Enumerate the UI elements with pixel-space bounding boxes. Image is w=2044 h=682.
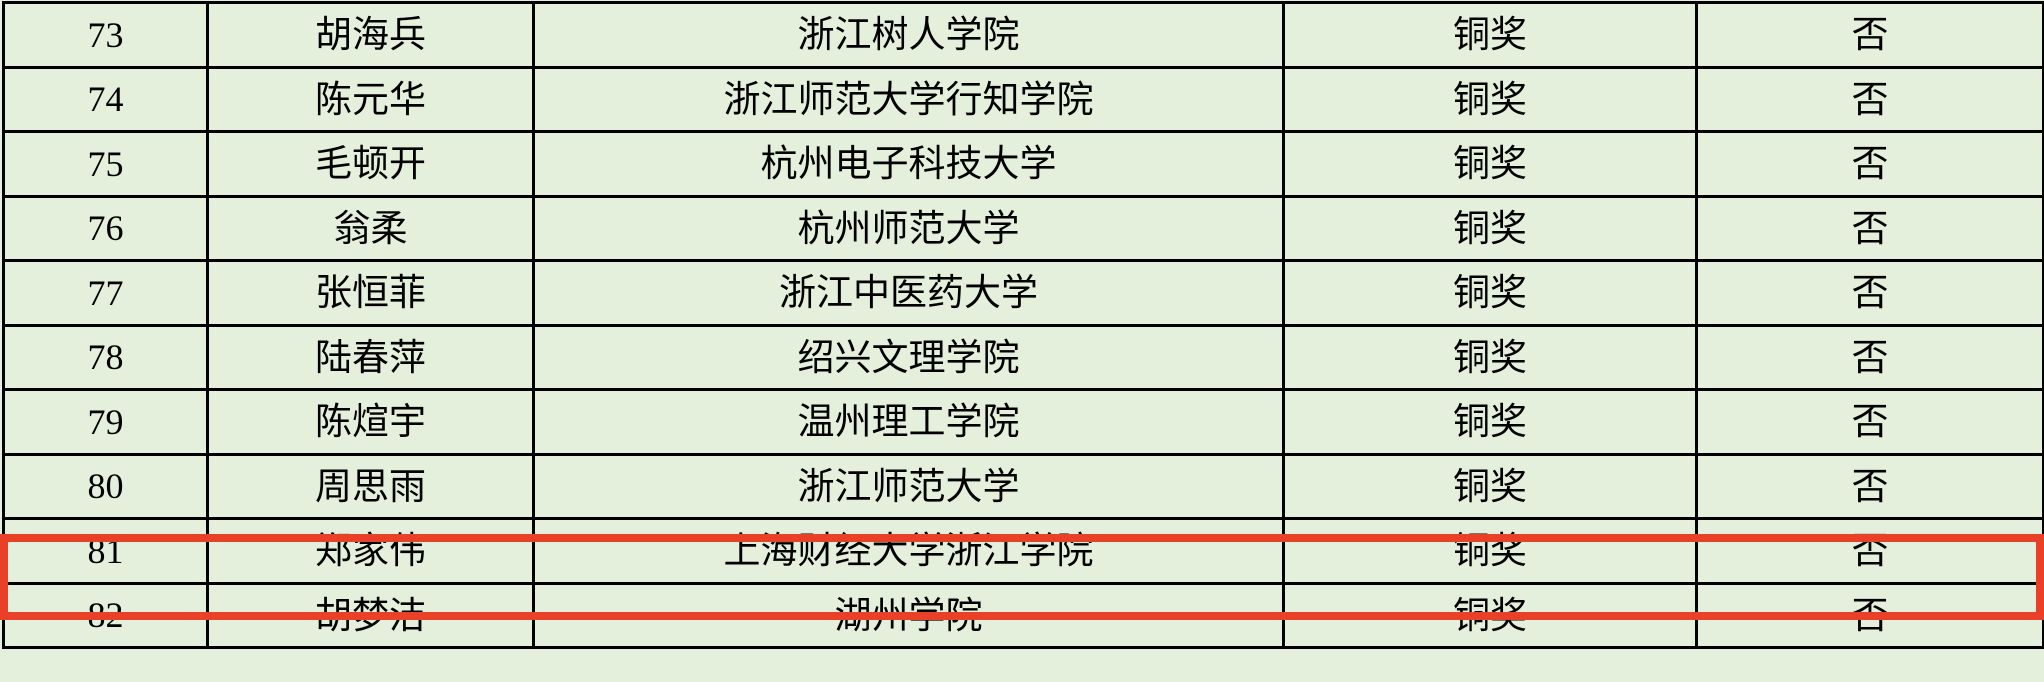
award-cell: 铜奖: [1282, 517, 1698, 585]
school-cell: 浙江师范大学行知学院: [532, 65, 1285, 133]
name-cell: 翁柔: [206, 194, 535, 262]
school-cell: 浙江中医药大学: [532, 259, 1285, 327]
flag-cell: 否: [1695, 65, 2044, 133]
flag-cell: 否: [1695, 517, 2044, 585]
name-cell: 毛顿开: [206, 130, 535, 198]
row-number: 80: [2, 452, 209, 520]
flag-cell: 否: [1695, 323, 2044, 391]
award-cell: 铜奖: [1282, 194, 1698, 262]
row-number: 77: [2, 259, 209, 327]
school-cell: 温州理工学院: [532, 388, 1285, 456]
award-cell: 铜奖: [1282, 65, 1698, 133]
row-number: 73: [2, 1, 209, 69]
award-cell: 铜奖: [1282, 388, 1698, 456]
award-cell: 铜奖: [1282, 259, 1698, 327]
table-row: 75 毛顿开 杭州电子科技大学 铜奖否: [2, 130, 2044, 198]
award-cell: 铜奖: [1282, 1, 1698, 69]
table-row: 79 陈煊宇 温州理工学院 铜奖否: [2, 388, 2044, 456]
school-cell: 绍兴文理学院: [532, 323, 1285, 391]
school-cell: 杭州师范大学: [532, 194, 1285, 262]
flag-cell: 否: [1695, 259, 2044, 327]
flag-cell: 否: [1695, 1, 2044, 69]
name-cell: 陆春萍: [206, 323, 535, 391]
award-cell: 铜奖: [1282, 323, 1698, 391]
award-cell: 铜奖: [1282, 452, 1698, 520]
flag-cell: 否: [1695, 194, 2044, 262]
school-cell: 湖州学院: [532, 581, 1285, 649]
row-number: 82: [2, 581, 209, 649]
flag-cell: 否: [1695, 388, 2044, 456]
name-cell: 胡梦洁: [206, 581, 535, 649]
row-number: 74: [2, 65, 209, 133]
name-cell: 周思雨: [206, 452, 535, 520]
table-row: 73 胡海兵 浙江树人学院 铜奖否: [2, 1, 2044, 69]
table-row: 76 翁柔 杭州师范大学 铜奖否: [2, 194, 2044, 262]
table-row: 78 陆春萍 绍兴文理学院 铜奖否: [2, 323, 2044, 391]
table-row: 77 张恒菲 浙江中医药大学 铜奖否: [2, 259, 2044, 327]
flag-cell: 否: [1695, 581, 2044, 649]
row-number: 75: [2, 130, 209, 198]
table-row: 82 胡梦洁 湖州学院 铜奖否: [2, 581, 2044, 649]
row-number: 81: [2, 517, 209, 585]
name-cell: 郑家伟: [206, 517, 535, 585]
results-table: 73 胡海兵 浙江树人学院 铜奖否 74 陈元华 浙江师范大学行知学院 铜奖否 75 毛顿开 杭州电…: [2, 1, 2044, 649]
name-cell: 胡海兵: [206, 1, 535, 69]
name-cell: 陈元华: [206, 65, 535, 133]
name-cell: 陈煊宇: [206, 388, 535, 456]
award-cell: 铜奖: [1282, 130, 1698, 198]
flag-cell: 否: [1695, 452, 2044, 520]
table-row: 74 陈元华 浙江师范大学行知学院 铜奖否: [2, 65, 2044, 133]
flag-cell: 否: [1695, 130, 2044, 198]
school-cell: 上海财经大学浙江学院: [532, 517, 1285, 585]
row-number: 79: [2, 388, 209, 456]
table-row-highlighted: 81 郑家伟 上海财经大学浙江学院 铜奖否: [2, 517, 2044, 585]
row-number: 78: [2, 323, 209, 391]
row-number: 76: [2, 194, 209, 262]
school-cell: 浙江师范大学: [532, 452, 1285, 520]
table-row: 80 周思雨 浙江师范大学 铜奖否: [2, 452, 2044, 520]
school-cell: 浙江树人学院: [532, 1, 1285, 69]
name-cell: 张恒菲: [206, 259, 535, 327]
award-cell: 铜奖: [1282, 581, 1698, 649]
school-cell: 杭州电子科技大学: [532, 130, 1285, 198]
